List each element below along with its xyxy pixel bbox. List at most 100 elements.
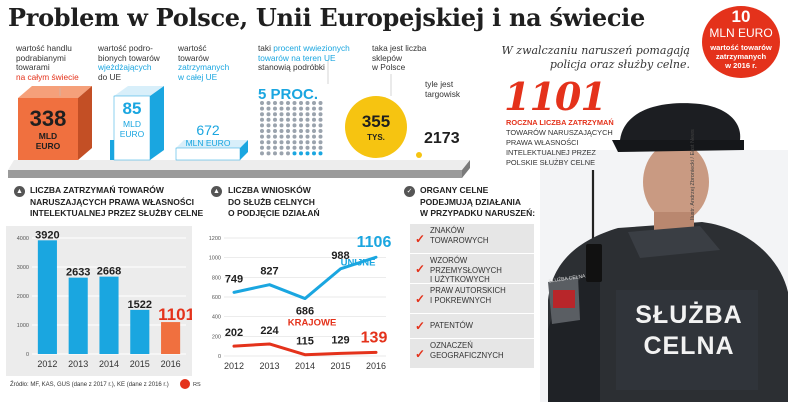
dot <box>292 106 297 111</box>
dot <box>273 145 277 150</box>
stat-eu-seized-label: wartość towarów zatrzymanych w całej UE <box>178 43 244 82</box>
point-value-label: 1106 <box>357 234 392 251</box>
bar <box>161 322 181 354</box>
dot <box>266 145 271 150</box>
stat-share-tail: stanowią podróbki <box>258 62 325 73</box>
point-value-label: 139 <box>361 329 388 346</box>
dot <box>260 117 264 122</box>
dot <box>318 129 323 133</box>
stat-eu-imports-unit-2: EURO <box>119 129 145 139</box>
dot <box>286 140 290 145</box>
dot <box>312 106 316 111</box>
poland-seized-line-3: w 2016 r. <box>725 60 757 70</box>
photo-credit: Ilustr. Andrzej Zbroniecki / East News <box>690 129 696 220</box>
poland-seized-label: wartość towarów zatrzymanych w 2016 r. <box>702 43 780 70</box>
dot <box>279 129 284 133</box>
poland-seized-line-1: wartość towarów <box>710 43 772 52</box>
dot <box>286 112 290 117</box>
cube-eu-top <box>114 86 164 96</box>
x-tick-label: 2016 <box>161 359 181 369</box>
check-list-icon: ✓ <box>404 186 415 197</box>
stat-world-line-2: podrabianymi <box>16 52 66 63</box>
stat-eu-imports-unit: MLD EURO <box>114 119 150 139</box>
stat-markets-line-2: targowisk <box>425 88 461 99</box>
x-tick-label: 2013 <box>259 361 279 371</box>
dot <box>279 106 284 111</box>
bar-value-label: 1101 <box>158 305 192 324</box>
detentions-line-4: POLSKIE SŁUŻBY CELNE <box>506 158 595 167</box>
stat-markets-line-1: tyle jest <box>425 79 454 89</box>
dot <box>273 112 277 117</box>
list-item-geo: ✓ OZNACZEŃ GEOGRAFICZNYCH <box>410 339 534 368</box>
detentions-label: TOWARÓW NARUSZAJĄCYCH PRAWA WŁASNOŚCI IN… <box>506 128 613 168</box>
dot <box>312 123 316 128</box>
series-line <box>232 342 378 357</box>
stat-markets-label: tyle jest targowisk <box>425 79 475 99</box>
y-tick-label: 400 <box>212 315 221 321</box>
dot <box>318 117 323 122</box>
dot <box>312 134 316 139</box>
series-label: UNIJNE <box>341 258 376 269</box>
stat-world-value: 338 <box>29 106 67 131</box>
stat-world-line-3: towarami <box>16 62 50 73</box>
bar-value-label: 2633 <box>66 267 90 279</box>
y-tick-label: 600 <box>212 295 221 301</box>
dot <box>273 134 277 139</box>
item3-line-2: I POKREWNYCH <box>430 295 492 305</box>
dot <box>299 140 303 145</box>
bar-chart: 0 1000 2000 3000 4000 3920 2012 2633 2013 2668 201… <box>17 229 192 369</box>
dot <box>279 140 284 145</box>
dot <box>286 106 290 111</box>
y-tick-label: 800 <box>212 275 221 281</box>
platform-front <box>8 170 462 178</box>
point-value-label: 202 <box>225 327 243 339</box>
officer-cap <box>620 103 741 140</box>
stat-share-pre: taki <box>258 43 271 53</box>
x-tick-label: 2014 <box>295 361 315 371</box>
y-tick-label: 4000 <box>17 236 29 242</box>
stat-shops-line-3: w Polsce <box>372 62 406 73</box>
officer-cap-brim <box>612 140 744 152</box>
dot <box>318 106 323 111</box>
y-tick-label: 1000 <box>17 323 29 329</box>
dot <box>299 145 303 150</box>
stat-eu-seized-cyan-2: w całej UE <box>178 71 218 82</box>
officer-patch-line-2: CELNA <box>643 332 735 360</box>
item5-line-1: OZNACZEŃ <box>430 341 473 350</box>
dot <box>266 112 271 117</box>
stat-eu-seized-line-2: towarów <box>178 52 209 63</box>
item2-line-1: WZORÓW PRZEMYSŁOWYCH <box>430 256 502 275</box>
stat-shops-unit: TYS. <box>367 133 385 142</box>
stat-share-cyan-1: procent wwiezionych <box>273 43 350 53</box>
dot <box>312 117 316 122</box>
dot <box>279 145 284 150</box>
bar <box>99 276 119 354</box>
platform-top <box>8 160 470 170</box>
slab-top <box>176 140 248 148</box>
dot <box>312 112 316 117</box>
detentions-line-2: PRAWA WŁASNOŚCI <box>506 138 579 147</box>
point-value-label: 224 <box>260 325 279 337</box>
list-item-patents: ✓ PATENTÓW <box>410 314 534 338</box>
stat-world-unit-1: MLD <box>38 131 58 141</box>
stat-world-line-1: wartość handlu <box>16 43 72 53</box>
stat-share-cyan-2: towarów na teren UE <box>258 52 336 63</box>
dot <box>305 117 310 122</box>
dot <box>279 151 284 156</box>
stat-eu-seized-unit: MLN EURO <box>185 138 231 148</box>
dot <box>312 145 316 150</box>
y-tick-label: 3000 <box>17 265 29 271</box>
poland-seized-badge <box>702 6 780 78</box>
detentions-line-1: TOWARÓW NARUSZAJĄCYCH <box>506 128 613 137</box>
section3-line-1: ORGANY CELNE <box>420 185 489 195</box>
dot <box>299 134 303 139</box>
section1-line-1: LICZBA ZATRZYMAŃ TOWARÓW <box>30 185 164 195</box>
check-icon: ✓ <box>415 232 426 246</box>
y-tick-label: 0 <box>218 354 221 360</box>
point-value-label: 686 <box>296 306 314 318</box>
police-note: W zwalczaniu naruszeń pomagają policja o… <box>501 44 690 71</box>
poland-seized-unit: MLN EURO <box>709 26 773 40</box>
highlight-dot <box>299 151 303 156</box>
dot <box>260 151 264 156</box>
dot <box>318 123 323 128</box>
